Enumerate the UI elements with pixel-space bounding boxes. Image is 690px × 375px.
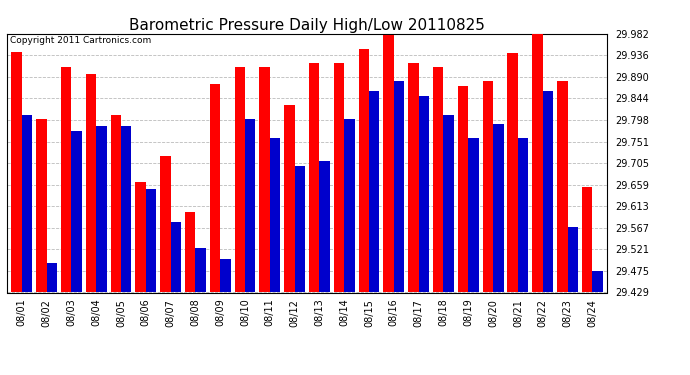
- Bar: [319, 161, 330, 292]
- Bar: [110, 115, 121, 292]
- Bar: [146, 189, 156, 292]
- Bar: [160, 156, 170, 292]
- Bar: [121, 126, 131, 292]
- Title: Barometric Pressure Daily High/Low 20110825: Barometric Pressure Daily High/Low 20110…: [129, 18, 485, 33]
- Bar: [592, 271, 603, 292]
- Bar: [334, 63, 344, 292]
- Bar: [557, 81, 567, 292]
- Bar: [532, 28, 543, 292]
- Bar: [86, 75, 96, 292]
- Bar: [444, 115, 454, 292]
- Bar: [135, 182, 146, 292]
- Bar: [469, 138, 479, 292]
- Bar: [493, 124, 504, 292]
- Bar: [270, 138, 280, 292]
- Bar: [295, 166, 305, 292]
- Bar: [36, 119, 47, 292]
- Bar: [394, 81, 404, 292]
- Bar: [235, 68, 245, 292]
- Bar: [22, 115, 32, 292]
- Bar: [359, 49, 369, 292]
- Bar: [369, 91, 380, 292]
- Bar: [543, 91, 553, 292]
- Bar: [195, 248, 206, 292]
- Bar: [384, 34, 394, 292]
- Bar: [344, 119, 355, 292]
- Bar: [582, 187, 592, 292]
- Bar: [507, 53, 518, 292]
- Bar: [433, 68, 444, 292]
- Bar: [61, 68, 71, 292]
- Bar: [245, 119, 255, 292]
- Bar: [458, 86, 469, 292]
- Bar: [309, 63, 319, 292]
- Bar: [483, 81, 493, 292]
- Bar: [518, 138, 529, 292]
- Bar: [567, 226, 578, 292]
- Bar: [220, 259, 230, 292]
- Bar: [185, 213, 195, 292]
- Bar: [71, 130, 82, 292]
- Bar: [419, 96, 429, 292]
- Bar: [210, 84, 220, 292]
- Bar: [259, 68, 270, 292]
- Bar: [11, 53, 22, 292]
- Text: Copyright 2011 Cartronics.com: Copyright 2011 Cartronics.com: [10, 36, 151, 45]
- Bar: [284, 105, 295, 292]
- Bar: [170, 222, 181, 292]
- Bar: [96, 126, 107, 292]
- Bar: [47, 263, 57, 292]
- Bar: [408, 63, 419, 292]
